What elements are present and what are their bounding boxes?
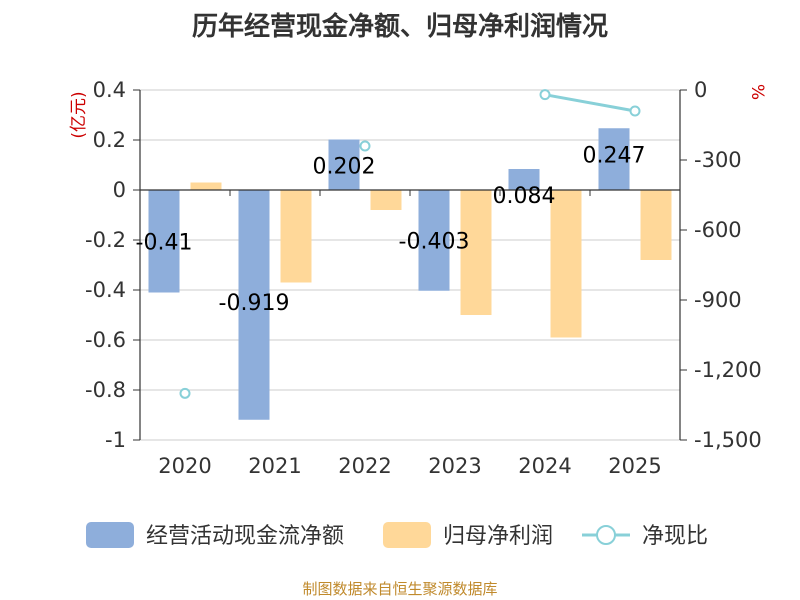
legend-swatch-profit: [383, 522, 431, 548]
cashflow-data-label: -0.41: [136, 230, 193, 255]
chart-title: 历年经营现金净额、归母净利润情况: [191, 12, 608, 42]
axes: 0.4 0.2 0 -0.2 -0.4 -0.6 -0.8 -1 0 -300 -600 -900 -1…: [85, 78, 762, 478]
x-tick-label: 2023: [428, 454, 481, 478]
profit-bar: [460, 190, 492, 315]
cashflow-data-label: -0.919: [219, 291, 290, 316]
y-right-label: %: [747, 84, 767, 100]
profit-bar: [370, 190, 402, 210]
y-right-tick-label: -900: [694, 288, 742, 312]
x-tick-label: 2020: [158, 454, 211, 478]
legend-swatch-ratio-marker: [596, 525, 616, 545]
y-left-tick-label: -0.4: [85, 278, 126, 302]
y-left-label: (亿元): [69, 91, 89, 138]
legend-label-profit: 归母净利润: [443, 524, 553, 549]
y-right-tick-label: 0: [694, 78, 707, 102]
cashflow-bar: [238, 190, 270, 420]
ratio-segment: [544, 93, 636, 113]
y-right-tick-label: -600: [694, 218, 742, 242]
ratio-line: [179, 89, 641, 399]
y-right-tick-label: -300: [694, 148, 742, 172]
x-tick-label: 2022: [338, 454, 391, 478]
x-tick-label: 2025: [608, 454, 661, 478]
y-left-tick-label: -1: [105, 428, 126, 452]
cashflow-bar: [508, 169, 540, 190]
ratio-point: [179, 387, 191, 399]
y-left-tick-label: -0.8: [85, 378, 126, 402]
legend: 经营活动现金流净额 归母净利润 净现比: [86, 522, 708, 549]
y-left-tick-label: 0.4: [93, 78, 126, 102]
cashflow-bar: [418, 190, 450, 291]
profit-bar: [280, 190, 312, 283]
x-tick-label: 2024: [518, 454, 571, 478]
y-right-tick-label: -1,500: [694, 428, 762, 452]
x-tick-label: 2021: [248, 454, 301, 478]
ratio-point: [629, 105, 641, 117]
profit-bar: [550, 190, 582, 338]
cashflow-data-label: 0.247: [583, 143, 646, 168]
y-left-tick-label: -0.2: [85, 228, 126, 252]
y-left-tick-label: -0.6: [85, 328, 126, 352]
legend-label-ratio: 净现比: [642, 524, 708, 549]
legend-label-cashflow: 经营活动现金流净额: [146, 524, 344, 549]
cashflow-bar: [328, 139, 360, 190]
y-left-tick-label: 0.2: [93, 128, 126, 152]
cashflow-data-label: 0.084: [493, 184, 556, 209]
cashflow-bar: [598, 128, 630, 190]
y-left-tick-label: 0: [113, 178, 126, 202]
cashflow-data-label: 0.202: [313, 155, 376, 180]
profit-bar: [190, 182, 222, 190]
bar-marks: [148, 128, 672, 420]
cashflow-data-label: -0.403: [399, 229, 470, 254]
legend-swatch-cashflow: [86, 522, 134, 548]
ratio-point: [539, 89, 551, 101]
y-right-tick-label: -1,200: [694, 358, 762, 382]
profit-bar: [640, 190, 672, 260]
cashflow-bar: [148, 190, 180, 293]
data-labels: -0.41 -0.919 0.202 -0.403 0.084 0.247: [136, 143, 646, 316]
data-source: 制图数据来自恒生聚源数据库: [302, 580, 498, 598]
ratio-point: [359, 140, 371, 152]
